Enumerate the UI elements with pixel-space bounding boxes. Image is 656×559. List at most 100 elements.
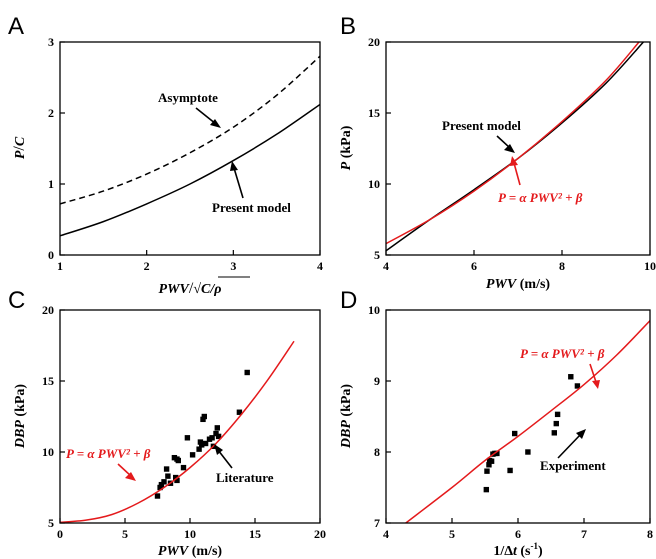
series-line-d-1 [405,320,650,523]
data-point-c [209,435,215,441]
y-tick-label-b: 10 [368,177,380,191]
data-point-c [214,425,220,431]
panel-b: B 4 6 8 10 5 10 15 20 PWV (m/s) P (kPa) Present… [339,13,656,292]
arrows-a [195,107,244,199]
x-tick-label-d: 8 [647,527,653,541]
x-tick-label-c: 5 [122,527,128,541]
y-tick-label-d: 9 [374,374,380,388]
annotation-experiment: Experiment [540,458,606,473]
series-line-c-1 [60,340,295,523]
data-point-d [574,383,581,389]
data-point-c [200,416,206,423]
data-point-d [507,467,513,474]
data-point-d [483,486,490,493]
data-point-c [201,413,207,420]
x-tick-label-d: 7 [581,527,587,541]
data-point-c [213,430,219,437]
x-tick-label-a: 3 [230,259,236,273]
y-tick-label-c: 20 [42,303,54,317]
x-axis-label-a: PWV/√C/ρ [159,280,222,297]
data-point-c [184,435,191,441]
data-point-c [175,457,181,464]
data-point-d [568,374,574,380]
x-tick-label-d: 5 [449,527,455,541]
panel-letter-b: B [340,13,356,40]
series-line-b-0 [386,42,644,252]
axes-frame-d [385,309,651,524]
data-point-c [180,464,187,471]
arrows-c [117,444,233,481]
series-line-a-1 [60,103,320,237]
x-tick-label-a: 2 [144,259,150,273]
x-axis-label-b: PWV (m/s) [486,277,551,292]
data-point-c [174,477,180,484]
plot-area-b: 4 6 8 10 5 10 15 20 [368,35,656,273]
x-tick-label-b: 4 [383,259,389,273]
series-line-a-0 [60,55,320,205]
data-point-c [215,433,222,440]
x-axis-label-c: PWV (m/s) [158,544,223,559]
y-tick-label-c: 10 [42,445,54,459]
axes-frame-a [59,41,321,256]
y-tick-label-a: 2 [48,106,54,120]
y-axis-label-c: DBP (kPa) [13,384,28,450]
x-tick-label-c: 10 [184,527,196,541]
y-tick-label-a: 0 [48,248,54,262]
data-point-c [236,409,243,415]
y-axis-label-a: P/C [11,136,28,159]
data-point-c [165,473,171,479]
x-tick-label-c: 15 [249,527,261,541]
annotation-formula-c: P = α PWV² + β [66,446,151,461]
y-tick-label-b: 15 [368,106,380,120]
x-axis-label-d: 1/Δt (s-1) [493,541,543,559]
y-tick-label-a: 3 [48,35,54,49]
axes-frame-c [59,309,321,524]
data-point-d [484,468,490,474]
arrows-d [557,363,600,459]
data-point-c [173,474,179,481]
plot-area-d: 4 5 6 7 8 7 8 9 10 [368,303,653,541]
annotation-asymptote: Asymptote [158,90,218,105]
data-point-d [554,411,561,418]
x-tick-label-b: 8 [559,259,565,273]
y-tick-label-a: 1 [48,177,54,191]
x-tick-label-a: 4 [317,259,323,273]
panel-letter-c: C [8,287,25,314]
y-tick-label-d: 10 [368,303,380,317]
data-point-c [161,479,167,485]
x-tick-label-c: 0 [57,527,63,541]
y-axis-label-b: P (kPa) [339,125,354,170]
x-tick-label-a: 1 [57,259,63,273]
panel-letter-a: A [8,13,24,40]
y-tick-label-d: 8 [374,445,380,459]
x-tick-label-d: 4 [383,527,389,541]
panel-letter-d: D [340,287,357,314]
y-tick-label-b: 20 [368,35,380,49]
data-point-c [244,369,250,376]
x-tick-label-d: 6 [515,527,521,541]
data-point-c [158,481,165,488]
y-tick-label-c: 5 [48,516,54,530]
data-point-d [525,449,531,455]
y-tick-label-b: 5 [374,248,380,262]
data-point-c [163,466,170,472]
annotation-present-model-b: Present model [442,118,521,133]
data-point-d [488,458,495,464]
arrows-b [496,135,521,186]
data-point-d [512,430,518,437]
data-point-c [189,452,196,458]
annotation-literature: Literature [216,470,274,485]
y-tick-label-c: 15 [42,374,54,388]
series-line-b-1 [386,42,640,245]
x-tick-label-c: 20 [314,527,326,541]
annotation-formula-b: P = α PWV² + β [498,190,583,205]
y-axis-label-d: DBP (kPa) [339,384,354,450]
data-point-c [157,484,163,491]
x-tick-label-b: 10 [644,259,656,273]
axes-frame-b [385,41,651,256]
data-point-d [551,430,557,436]
x-tick-label-b: 6 [471,259,477,273]
